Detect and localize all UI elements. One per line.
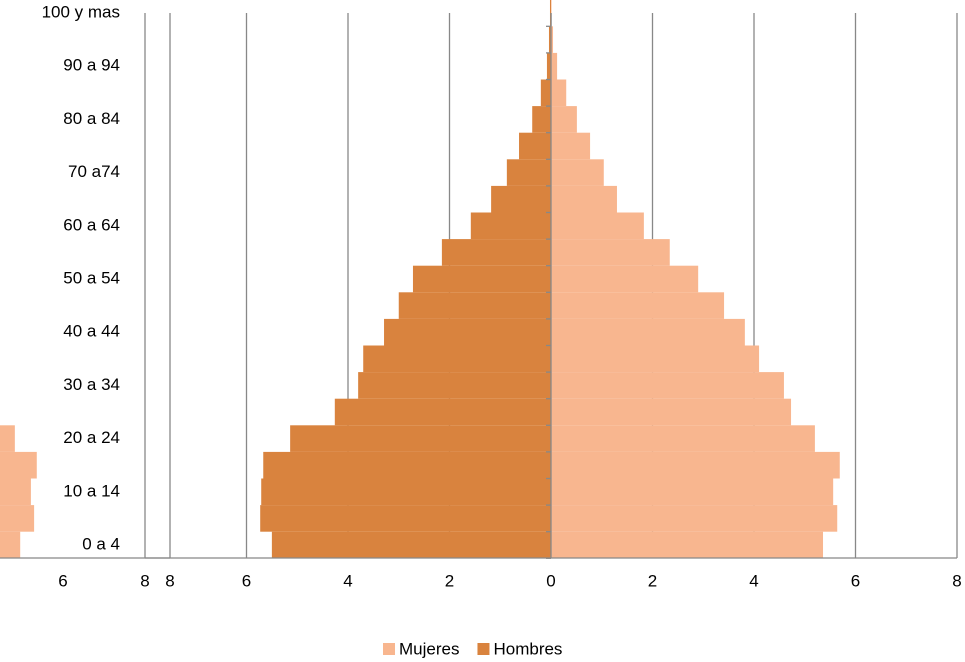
x-tick-label: 4 bbox=[343, 571, 352, 590]
y-tick-label: 50 a 54 bbox=[63, 268, 120, 287]
x-tick-label: 6 bbox=[58, 571, 67, 590]
bar bbox=[290, 425, 551, 452]
bar bbox=[441, 239, 551, 266]
bar bbox=[261, 478, 551, 506]
x-tick-label: 8 bbox=[952, 571, 961, 590]
legend-swatch bbox=[477, 643, 490, 655]
bar bbox=[519, 132, 551, 160]
x-tick-label: 6 bbox=[242, 571, 251, 590]
bar bbox=[551, 132, 591, 160]
y-tick-label: 10 a 14 bbox=[63, 481, 120, 500]
bar bbox=[551, 26, 554, 53]
bar bbox=[551, 292, 725, 319]
bar bbox=[271, 531, 551, 559]
bar bbox=[0, 531, 21, 559]
y-tick-label: 40 a 44 bbox=[63, 322, 120, 341]
bar bbox=[470, 212, 551, 240]
x-tick-label: 2 bbox=[445, 571, 454, 590]
bar bbox=[551, 212, 644, 240]
bar bbox=[551, 106, 577, 133]
bar bbox=[551, 451, 840, 479]
y-tick-label: 70 a74 bbox=[68, 162, 120, 181]
bar bbox=[506, 159, 551, 186]
bar bbox=[548, 26, 551, 53]
bar bbox=[551, 318, 745, 346]
bar bbox=[412, 265, 551, 293]
bar bbox=[551, 345, 760, 373]
bar bbox=[358, 372, 551, 399]
bar bbox=[491, 185, 551, 213]
legend-swatch bbox=[383, 643, 395, 655]
x-tick-label: 6 bbox=[851, 571, 860, 590]
bar bbox=[398, 292, 551, 319]
x-tick-label: 8 bbox=[140, 571, 149, 590]
bar bbox=[551, 478, 834, 506]
bar bbox=[0, 451, 37, 479]
bar bbox=[551, 398, 792, 426]
x-tick-label: 2 bbox=[648, 571, 657, 590]
y-tick-label: 20 a 24 bbox=[63, 428, 120, 447]
bar bbox=[363, 345, 551, 373]
x-tick-label: 4 bbox=[749, 571, 758, 590]
y-tick-label: 80 a 84 bbox=[63, 109, 120, 128]
bar bbox=[551, 531, 824, 559]
y-tick-label: 60 a 64 bbox=[63, 215, 120, 234]
bar bbox=[551, 159, 604, 186]
y-tick-label: 90 a 94 bbox=[63, 56, 120, 75]
bar bbox=[334, 398, 551, 426]
y-tick-label: 100 y mas bbox=[42, 2, 120, 21]
bar bbox=[260, 505, 551, 532]
bar bbox=[551, 79, 567, 107]
x-tick-label: 8 bbox=[165, 571, 174, 590]
bar bbox=[384, 318, 551, 346]
legend-label: Mujeres bbox=[399, 639, 459, 658]
bar bbox=[551, 505, 838, 532]
bar bbox=[551, 185, 617, 213]
bar bbox=[532, 106, 551, 133]
y-tick-label: 30 a 34 bbox=[63, 375, 120, 394]
bar bbox=[0, 505, 35, 532]
bar bbox=[551, 425, 815, 452]
bar bbox=[540, 79, 551, 107]
bar bbox=[551, 265, 699, 293]
x-tick-label: 0 bbox=[546, 571, 555, 590]
y-tick-label: 0 a 4 bbox=[82, 534, 120, 553]
bar bbox=[263, 451, 551, 479]
bar bbox=[0, 425, 15, 452]
bar bbox=[0, 478, 31, 506]
bar bbox=[546, 52, 551, 80]
legend-label: Hombres bbox=[493, 639, 562, 658]
bar bbox=[551, 372, 784, 399]
bar bbox=[551, 52, 558, 80]
bar bbox=[551, 239, 670, 266]
